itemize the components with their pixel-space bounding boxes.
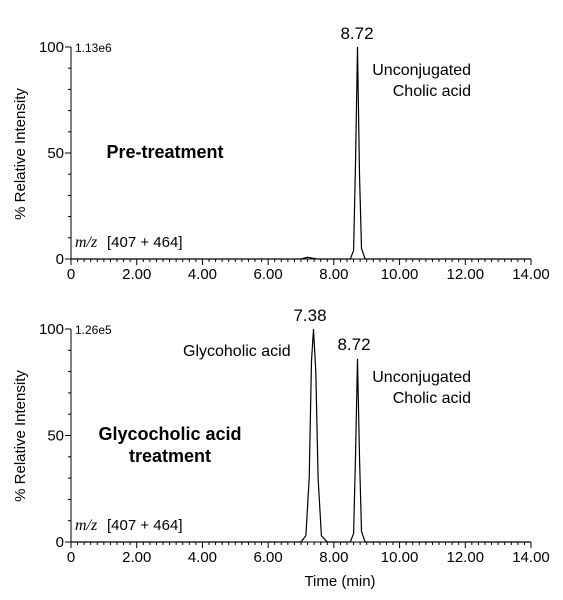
y-tick-label: 0 — [56, 251, 64, 268]
chromatogram-trace — [71, 328, 531, 543]
glycocholic-treatment-panel: 0 2.00 4.00 6.00 8.00 10.00 12.00 14.00 050100 … — [12, 306, 550, 590]
peak-compound-label-line-2: Cholic acid — [393, 390, 471, 407]
x-tick-label: 8.00 — [319, 266, 348, 283]
x-tick-labels: 0 2.00 4.00 6.00 8.00 10.00 12.00 14.00 — [67, 266, 550, 283]
x-tick-label: 4.00 — [188, 549, 217, 566]
y-axis-label: % Relative Intensity — [12, 370, 29, 502]
x-tick-label: 10.00 — [381, 266, 419, 283]
condition-label-line-2: treatment — [129, 446, 211, 466]
x-tick-label: 0 — [67, 266, 75, 283]
y-tick-label: 50 — [47, 428, 64, 445]
x-tick-label: 12.00 — [447, 549, 485, 566]
peak-compound-label-glycocholic: Glycoholic acid — [183, 343, 291, 360]
x-tick-label: 14.00 — [512, 549, 550, 566]
x-tick-labels: 0 2.00 4.00 6.00 8.00 10.00 12.00 14.00 — [67, 549, 550, 566]
x-tick-label: 14.00 — [512, 266, 550, 283]
peak-retention-time-label: 8.72 — [340, 24, 373, 43]
mz-symbol: m/z — [75, 517, 98, 534]
peak-compound-label-line-2: Cholic acid — [393, 83, 471, 100]
y-tick-label: 100 — [39, 39, 64, 56]
intensity-scale: 1.13e6 — [75, 41, 112, 55]
condition-label-line-1: Glycocholic acid — [98, 424, 241, 444]
y-tick-labels: 0 50 100 — [39, 321, 64, 551]
y-tick-labels: 0 50 100 — [39, 39, 64, 268]
x-tick-label: 4.00 — [188, 266, 217, 283]
x-axis-label: Time (min) — [304, 573, 375, 590]
peak-compound-label-line-1: Unconjugated — [372, 62, 471, 79]
peak-retention-time-label-glycocholic: 7.38 — [293, 306, 326, 325]
y-axis-label: % Relative Intensity — [12, 88, 29, 220]
y-tick-label: 50 — [47, 145, 64, 162]
peak-compound-label-line-1: Unconjugated — [372, 369, 471, 386]
chromatogram-trace — [71, 46, 531, 260]
y-tick-label: 0 — [56, 534, 64, 551]
peak-retention-time-label-cholic: 8.72 — [337, 335, 370, 354]
x-tick-label: 8.00 — [319, 549, 348, 566]
mz-range: [407 + 464] — [107, 517, 182, 534]
condition-label: Pre-treatment — [106, 142, 223, 162]
x-tick-label: 2.00 — [122, 266, 151, 283]
intensity-scale: 1.26e5 — [75, 323, 112, 337]
x-tick-label: 0 — [67, 549, 75, 566]
x-tick-label: 6.00 — [254, 549, 283, 566]
y-tick-label: 100 — [39, 321, 64, 338]
x-tick-label: 12.00 — [447, 266, 485, 283]
x-tick-label: 2.00 — [122, 549, 151, 566]
x-tick-label: 10.00 — [381, 549, 419, 566]
x-tick-label: 6.00 — [254, 266, 283, 283]
pre-treatment-panel: 0 2.00 4.00 6.00 8.00 10.00 12.00 14.00 050100 … — [12, 24, 550, 283]
mz-range: [407 + 464] — [107, 234, 182, 251]
mz-symbol: m/z — [75, 234, 98, 251]
